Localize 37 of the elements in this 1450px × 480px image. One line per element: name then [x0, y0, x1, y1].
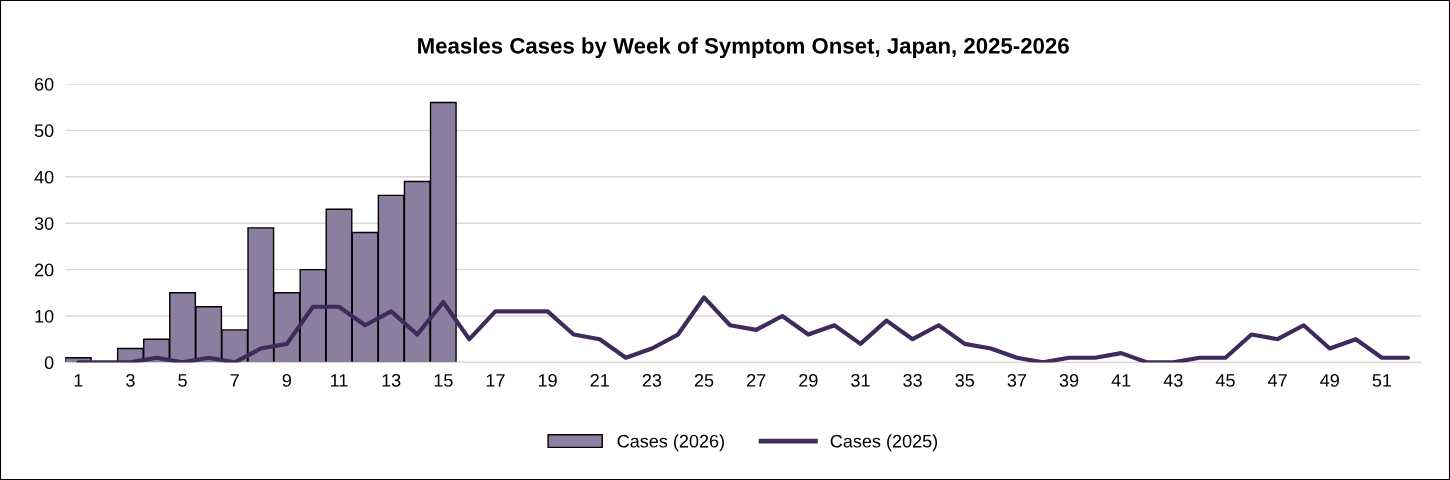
y-tick-label: 10 — [35, 309, 54, 323]
x-tick-label: 33 — [903, 373, 922, 387]
x-tick-label: 43 — [1163, 373, 1183, 387]
x-tick-label: 13 — [382, 373, 401, 387]
x-tick-label: 15 — [434, 374, 453, 387]
x-tick-label: 51 — [1372, 374, 1392, 387]
x-tick-label: 31 — [851, 373, 870, 387]
x-tick-label: 1 — [74, 374, 83, 387]
y-tick-label: 0 — [44, 356, 54, 370]
line-series — [76, 295, 1411, 363]
x-tick-label: 21 — [590, 373, 609, 387]
y-tick-label: 30 — [34, 217, 54, 230]
x-tick-label: 45 — [1215, 374, 1235, 387]
x-tick-label: 19 — [538, 373, 557, 387]
x-tick-label: 23 — [642, 373, 662, 387]
x-tick-label: 7 — [230, 374, 239, 387]
y-tick-label: 20 — [34, 263, 54, 277]
x-tick-label: 17 — [486, 374, 505, 387]
x-tick-label: 47 — [1267, 374, 1287, 387]
x-tick-label: 3 — [126, 373, 135, 387]
x-tick-label: 41 — [1111, 374, 1131, 387]
legend-label: Cases (2026) — [617, 434, 724, 452]
chart-title: Measles Cases by Week of Symptom Onset, Japan, 2025-2026 — [418, 37, 1069, 59]
x-tick-label: 5 — [178, 374, 187, 387]
y-tick-label: 40 — [34, 170, 54, 184]
x-tick-label: 25 — [694, 373, 714, 387]
x-tick-label: 49 — [1320, 373, 1339, 387]
x-tick-label: 27 — [747, 373, 766, 387]
y-tick-label: 50 — [34, 124, 54, 138]
x-tick-label: 39 — [1059, 373, 1079, 387]
y-tick-label: 60 — [34, 77, 54, 91]
x-tick-label: 9 — [282, 373, 292, 387]
legend-label: Cases (2025) — [830, 434, 938, 452]
x-tick-label: 29 — [799, 373, 818, 387]
x-tick-label: 37 — [1007, 373, 1027, 387]
x-tick-label: 11 — [331, 374, 348, 387]
x-tick-label: 35 — [955, 373, 975, 387]
